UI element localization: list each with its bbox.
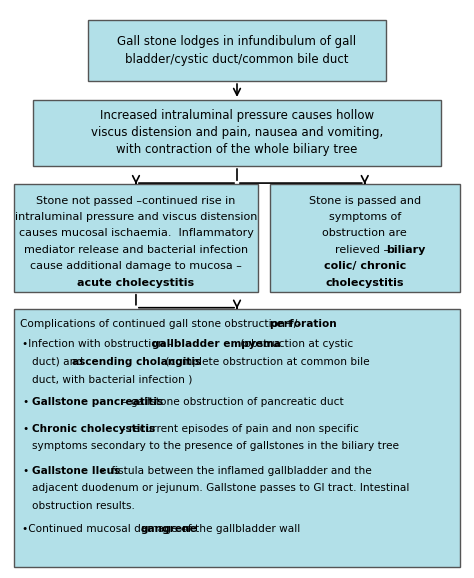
Text: –  fistula between the inflamed gallbladder and the: – fistula between the inflamed gallbladd… (96, 466, 372, 476)
Text: Gall stone lodges in infundibulum of gall
bladder/cystic duct/common bile duct: Gall stone lodges in infundibulum of gal… (118, 35, 356, 66)
Text: Gallstone pancreatitis: Gallstone pancreatitis (32, 397, 163, 407)
FancyBboxPatch shape (88, 20, 386, 81)
Text: Increased intraluminal pressure causes hollow
viscus distension and pain, nausea: Increased intraluminal pressure causes h… (91, 109, 383, 157)
Text: •: • (22, 397, 28, 407)
Text: Complications of continued gall stone obstruction+/-: Complications of continued gall stone ob… (19, 319, 304, 329)
Text: gallbladder empyema: gallbladder empyema (153, 339, 281, 349)
Text: Gallstone Ileus: Gallstone Ileus (32, 466, 120, 476)
FancyBboxPatch shape (14, 309, 460, 566)
Text: perforation: perforation (270, 319, 337, 329)
Text: duct) and: duct) and (32, 357, 86, 367)
Text: symptoms secondary to the presence of gallstones in the biliary tree: symptoms secondary to the presence of ga… (32, 441, 399, 451)
Text: relieved –: relieved – (335, 245, 392, 255)
Text: Chronic cholecystitis: Chronic cholecystitis (32, 424, 155, 434)
FancyBboxPatch shape (14, 184, 258, 292)
FancyBboxPatch shape (33, 100, 441, 166)
Text: Stone not passed –continued rise in: Stone not passed –continued rise in (36, 195, 236, 206)
Text: cholecystitis: cholecystitis (326, 277, 404, 288)
Text: mediator release and bacterial infection: mediator release and bacterial infection (24, 245, 248, 255)
Text: colic/ chronic: colic/ chronic (324, 261, 406, 271)
Text: causes mucosal ischaemia.  Inflammatory: causes mucosal ischaemia. Inflammatory (18, 228, 254, 238)
FancyBboxPatch shape (270, 184, 460, 292)
Text: – recurrent episodes of pain and non specific: – recurrent episodes of pain and non spe… (117, 424, 359, 434)
Text: intraluminal pressure and viscus distension: intraluminal pressure and viscus distens… (15, 212, 257, 222)
Text: acute cholecystitis: acute cholecystitis (77, 277, 194, 288)
Text: Stone is passed and: Stone is passed and (309, 195, 421, 206)
Text: cause additional damage to mucosa –: cause additional damage to mucosa – (30, 261, 242, 271)
Text: •: • (22, 424, 28, 434)
Text: gangrene: gangrene (141, 524, 198, 533)
Text: •Continued mucosal damage –: •Continued mucosal damage – (22, 524, 190, 533)
Text: •: • (22, 466, 28, 476)
Text: ascending cholangitis: ascending cholangitis (72, 357, 201, 367)
Text: symptoms of: symptoms of (328, 212, 401, 222)
Text: adjacent duodenum or jejunum. Gallstone passes to GI tract. Intestinal: adjacent duodenum or jejunum. Gallstone … (32, 483, 409, 493)
Text: duct, with bacterial infection ): duct, with bacterial infection ) (32, 375, 192, 384)
Text: biliary: biliary (386, 245, 425, 255)
Text: obstruction results.: obstruction results. (32, 501, 135, 511)
Text: (complete obstruction at common bile: (complete obstruction at common bile (162, 357, 369, 367)
Text: – gallstone obstruction of pancreatic duct: – gallstone obstruction of pancreatic du… (119, 397, 344, 407)
Text: (obstruction at cystic: (obstruction at cystic (237, 339, 353, 349)
Text: obstruction are: obstruction are (322, 228, 407, 238)
Text: •Infection with obstruction –: •Infection with obstruction – (22, 339, 177, 349)
Text: of the gallbladder wall: of the gallbladder wall (178, 524, 300, 533)
